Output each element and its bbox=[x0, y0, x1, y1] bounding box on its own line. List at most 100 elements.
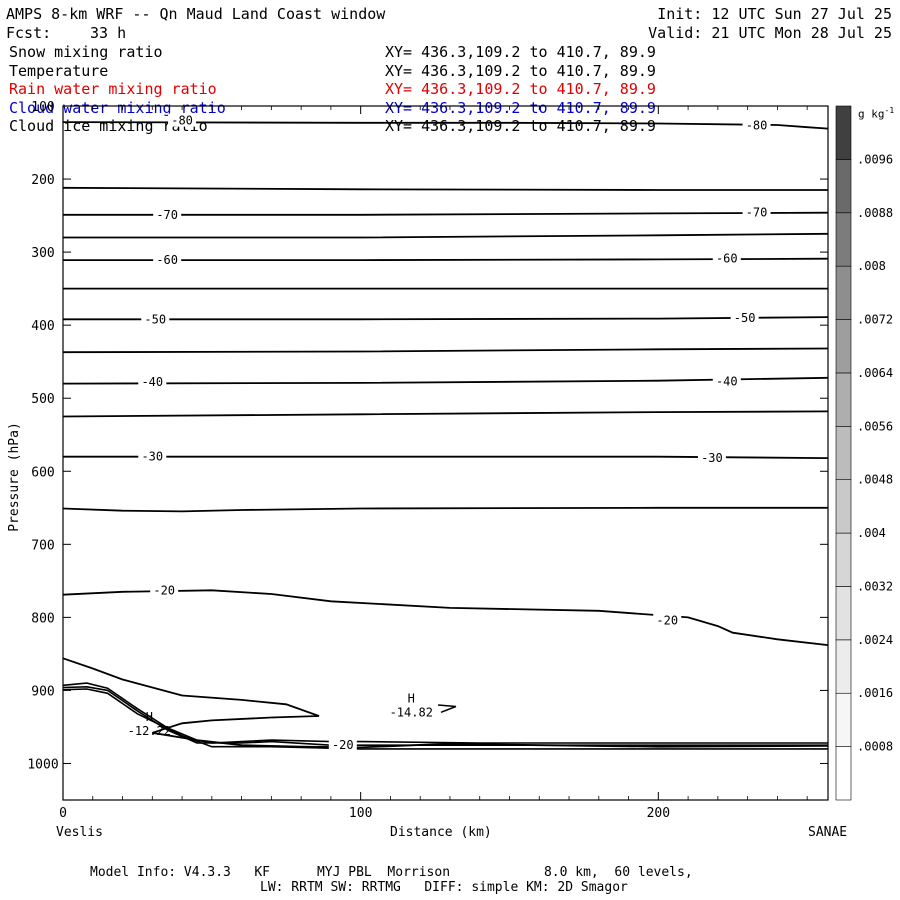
field-xy-range: XY= 436.3,109.2 to 410.7, 89.9 bbox=[385, 43, 656, 61]
temperature-contour bbox=[63, 455, 829, 459]
contour-label: -20 bbox=[656, 613, 678, 627]
contour-label-bg bbox=[730, 310, 759, 324]
plot-frame bbox=[62, 105, 829, 801]
contour-label: -70 bbox=[746, 206, 768, 220]
y-tick-label: 800 bbox=[31, 611, 54, 626]
temperature-contour bbox=[62, 589, 829, 646]
contour-label: -80 bbox=[746, 119, 768, 133]
y-tick-label: 500 bbox=[31, 392, 54, 407]
colorbar-swatch bbox=[835, 532, 852, 587]
init-time: Init: 12 UTC Sun 27 Jul 25 bbox=[657, 5, 892, 23]
contour-label: -30 bbox=[141, 450, 163, 464]
extremum-value: -14.82 bbox=[390, 706, 433, 720]
colorbar-swatch bbox=[835, 319, 852, 374]
colorbar-level-label: .004 bbox=[857, 526, 886, 540]
colorbar-level-label: .0024 bbox=[857, 633, 893, 647]
colorbar-swatch bbox=[835, 479, 852, 534]
field-name: Temperature bbox=[9, 61, 109, 80]
contour-label-bg bbox=[742, 118, 771, 132]
footer-physics-info: LW: RRTM SW: RRTMG DIFF: simple KM: 2D S… bbox=[260, 880, 628, 895]
left-endpoint-label: Veslis bbox=[56, 825, 103, 840]
colorbar-swatch bbox=[835, 426, 852, 480]
contour-label-bg bbox=[138, 375, 167, 389]
field-xy-range: XY= 436.3,109.2 to 410.7, 89.9 bbox=[385, 61, 656, 80]
colorbar-level-label: .0088 bbox=[857, 206, 893, 220]
colorbar-swatch bbox=[835, 746, 852, 801]
contour-label: -40 bbox=[141, 375, 163, 389]
temperature-contour bbox=[62, 410, 829, 418]
y-tick-label: 100 bbox=[31, 100, 54, 115]
contour-label: -30 bbox=[701, 451, 723, 465]
x-tick-label: 200 bbox=[647, 806, 670, 821]
y-tick-label: 400 bbox=[31, 319, 54, 334]
colorbar-swatch bbox=[835, 639, 852, 694]
y-tick-label: 600 bbox=[31, 465, 54, 480]
contour-label: -20 bbox=[332, 738, 354, 752]
right-endpoint-label: SANAE bbox=[808, 825, 848, 840]
contour-label: -60 bbox=[716, 252, 738, 266]
colorbar-level-label: .0032 bbox=[857, 579, 893, 593]
y-tick-label: 700 bbox=[31, 538, 54, 553]
colorbar-swatch bbox=[835, 372, 852, 427]
contour-fragment bbox=[437, 704, 457, 714]
colorbar-level-label: .0008 bbox=[857, 740, 893, 754]
colorbar-swatch bbox=[835, 692, 852, 747]
temperature-contour bbox=[62, 657, 829, 749]
forecast-label: Fcst: bbox=[6, 24, 52, 42]
colorbar-level-label: .008 bbox=[857, 259, 886, 273]
contour-label-bg bbox=[168, 113, 197, 127]
chart-title: AMPS 8-km WRF -- Qn Maud Land Coast wind… bbox=[6, 5, 386, 23]
contour-label-bg bbox=[150, 583, 179, 597]
contour-label-bg bbox=[153, 207, 182, 221]
colorbar-swatch bbox=[835, 586, 852, 641]
contour-label: -80 bbox=[171, 114, 193, 128]
colorbar-level-label: .0016 bbox=[857, 686, 893, 700]
field-name: Cloud water mixing ratio bbox=[9, 98, 226, 117]
temperature-contour bbox=[62, 347, 829, 354]
y-tick-label: 1000 bbox=[27, 757, 58, 772]
colorbar-level-label: .0072 bbox=[857, 313, 893, 327]
field-xy-range: XY= 436.3,109.2 to 410.7, 89.9 bbox=[385, 98, 656, 117]
colorbar-swatch bbox=[835, 265, 852, 320]
temperature-contour bbox=[62, 506, 828, 513]
extremum-letter: H bbox=[408, 692, 415, 706]
temperature-contour bbox=[63, 257, 829, 261]
extremum-letter: H bbox=[146, 710, 153, 724]
colorbar-unit: g kg-1 bbox=[858, 106, 895, 121]
contour-label-bg bbox=[712, 251, 741, 265]
contour-label-bg bbox=[138, 449, 167, 463]
colorbar-level-label: .0064 bbox=[857, 366, 893, 380]
footer-model-info: Model Info: V4.3.3 KF MYJ PBL Morrison 8… bbox=[90, 865, 693, 880]
contour-label: -50 bbox=[734, 311, 756, 325]
contour-label-bg bbox=[141, 312, 170, 326]
contour-label-bg bbox=[697, 451, 726, 465]
temperature-contour bbox=[62, 376, 829, 385]
x-tick-label: 100 bbox=[349, 806, 372, 821]
contour-label: -20 bbox=[153, 583, 175, 597]
temperature-contour bbox=[62, 121, 829, 130]
contour-label-bg bbox=[653, 613, 682, 627]
valid-time: Valid: 21 UTC Mon 28 Jul 25 bbox=[648, 24, 892, 42]
contour-label: -50 bbox=[144, 312, 166, 326]
colorbar-swatch bbox=[835, 159, 852, 214]
y-tick-label: 200 bbox=[31, 173, 54, 188]
colorbar-swatch bbox=[835, 105, 852, 160]
contour-label: -40 bbox=[716, 374, 738, 388]
y-tick-label: 300 bbox=[31, 246, 54, 261]
colorbar-swatch bbox=[835, 212, 852, 267]
contour-label-bg bbox=[153, 253, 182, 267]
contour-label-bg bbox=[712, 374, 741, 388]
contour-label: -70 bbox=[156, 208, 178, 222]
extremum-value: -12.22 bbox=[128, 724, 171, 738]
x-axis-title: Distance (km) bbox=[390, 825, 492, 840]
temperature-contour bbox=[62, 186, 828, 191]
x-tick-label: 0 bbox=[59, 806, 67, 821]
field-xy-range: XY= 436.3,109.2 to 410.7, 89.9 bbox=[385, 80, 656, 98]
y-tick-label: 900 bbox=[31, 684, 54, 699]
y-axis-title: Pressure (hPa) bbox=[6, 422, 22, 532]
terrain-line bbox=[62, 688, 828, 750]
temperature-contour bbox=[63, 316, 829, 321]
colorbar-level-label: .0056 bbox=[857, 419, 893, 433]
contour-label-bg bbox=[328, 738, 357, 752]
